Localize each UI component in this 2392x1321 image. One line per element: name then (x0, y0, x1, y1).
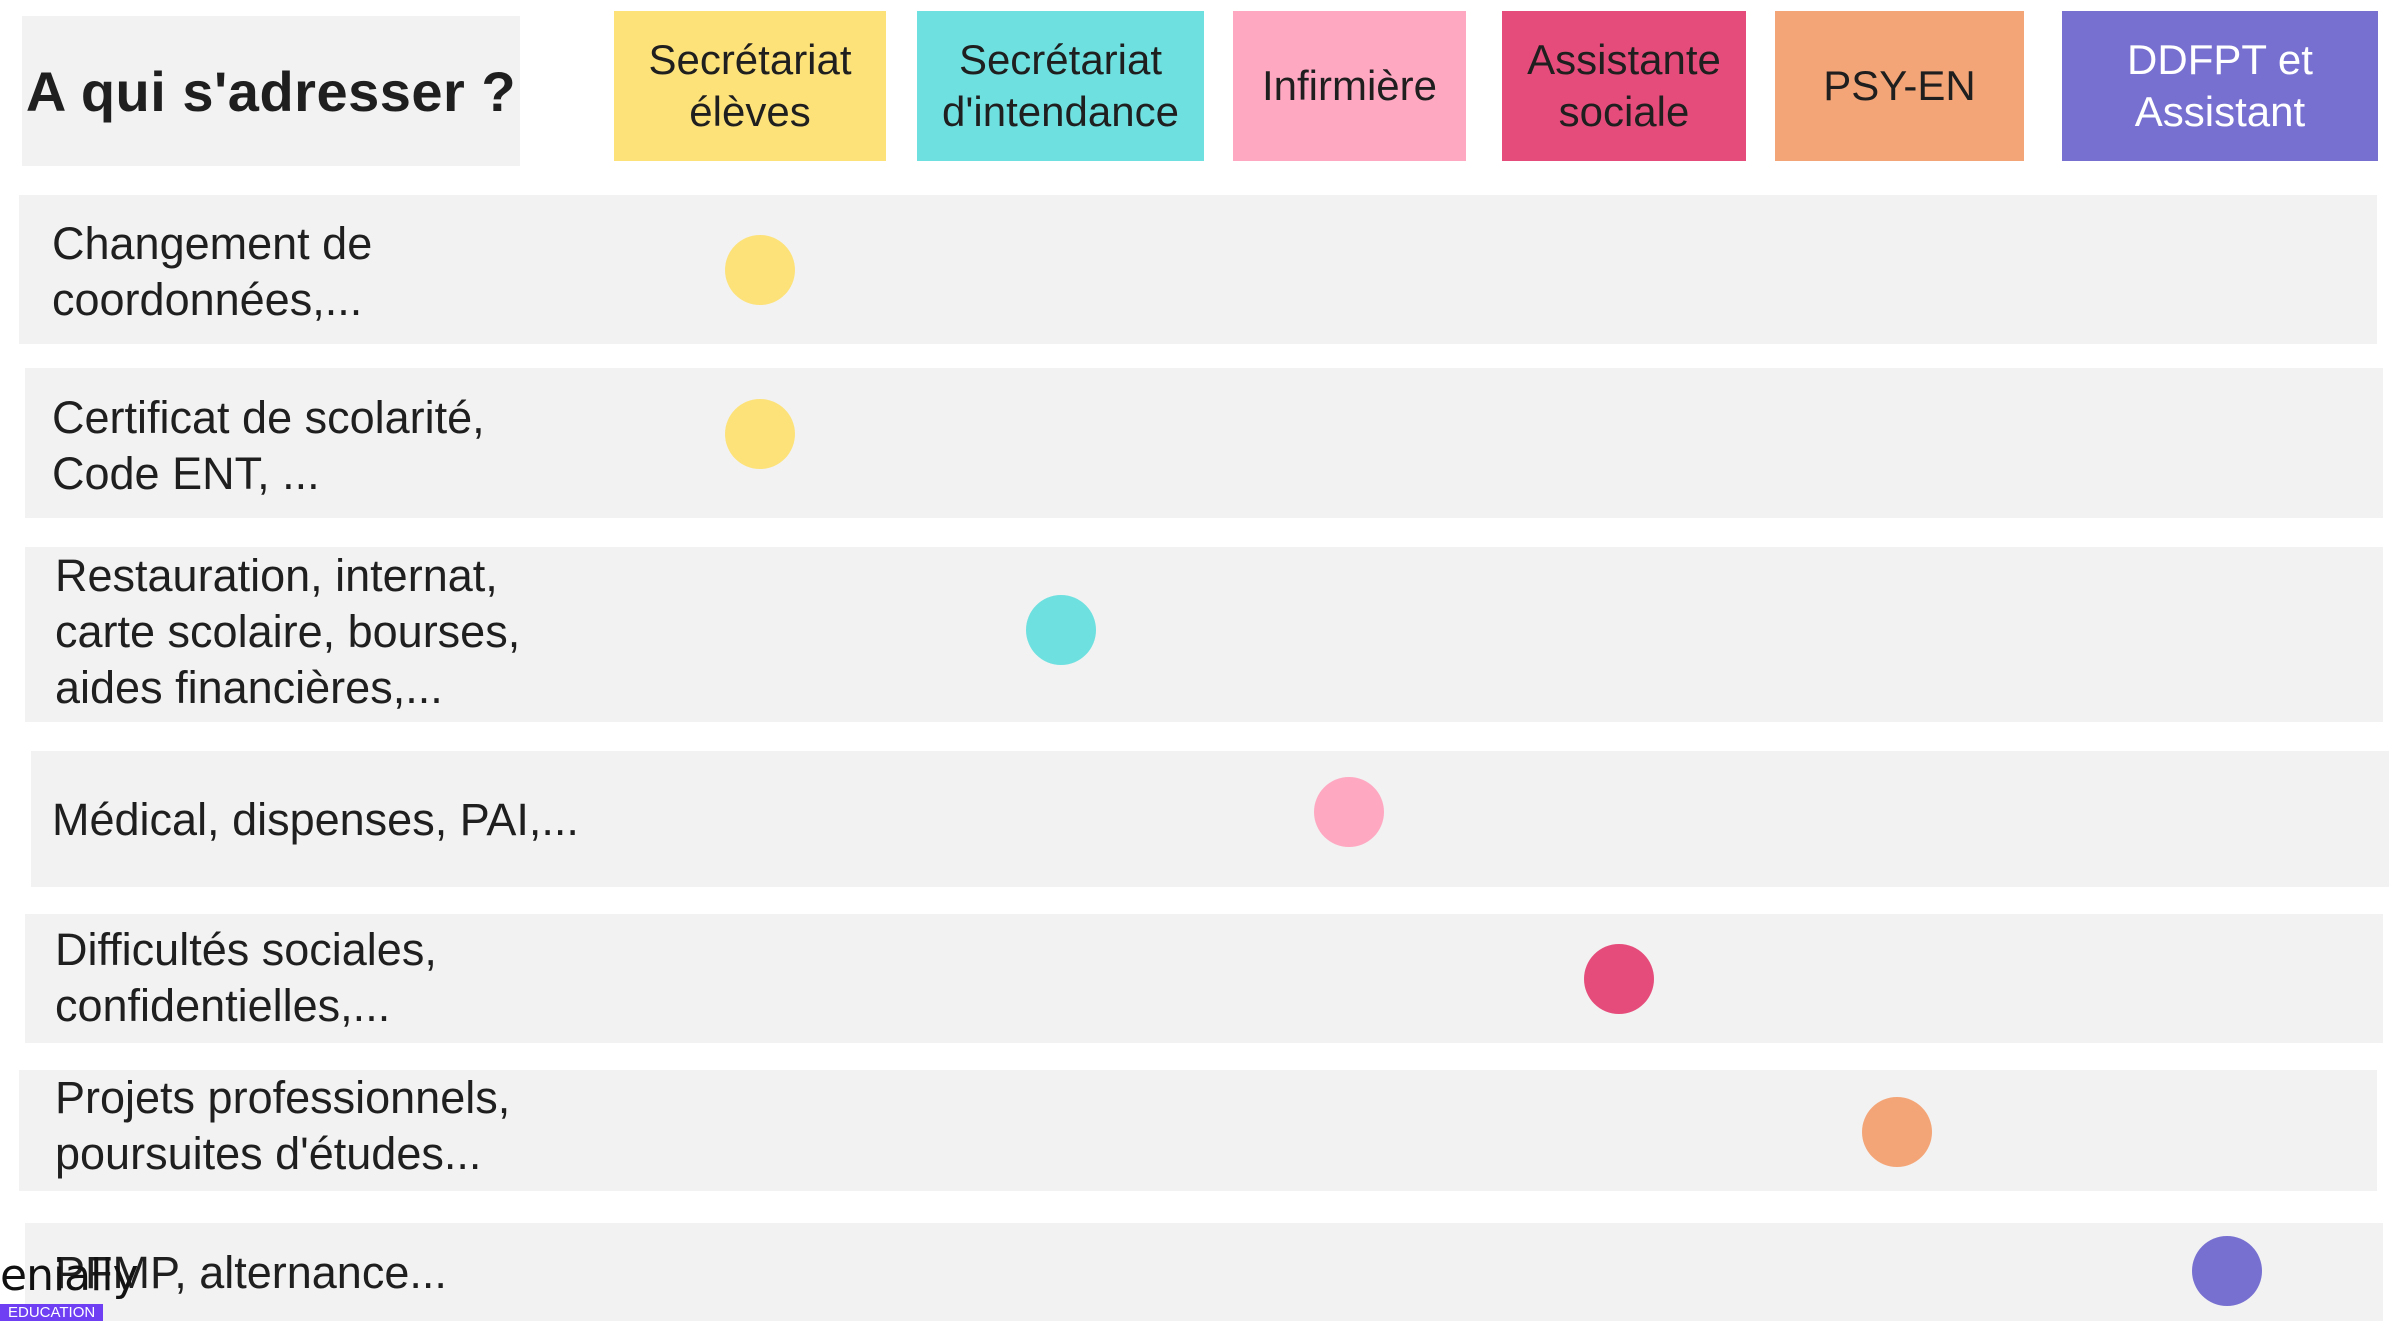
column-header-2[interactable]: Secrétariat d'intendance (917, 11, 1204, 161)
column-header-4[interactable]: Assistante sociale (1502, 11, 1746, 161)
column-header-6[interactable]: DDFPT et Assistant (2062, 11, 2378, 161)
marker-dot[interactable] (1314, 777, 1384, 847)
marker-dot[interactable] (1862, 1097, 1932, 1167)
row-label: Difficultés sociales, confidentielles,..… (55, 924, 437, 1031)
marker-dot[interactable] (725, 235, 795, 305)
row-label: Projets professionnels, poursuites d'étu… (55, 1072, 511, 1179)
table-row (31, 751, 2389, 887)
page-title: A qui s'adresser ? (25, 59, 517, 123)
marker-dot[interactable] (725, 399, 795, 469)
marker-dot[interactable] (1584, 944, 1654, 1014)
marker-dot[interactable] (1026, 595, 1096, 665)
row-label: Certificat de scolarité, Code ENT, ... (52, 392, 485, 499)
table-row (19, 195, 2377, 344)
row-label: Restauration, internat, carte scolaire, … (55, 550, 521, 713)
table-row (25, 368, 2383, 518)
table-row (19, 1070, 2377, 1191)
marker-dot[interactable] (2192, 1236, 2262, 1306)
column-header-5[interactable]: PSY-EN (1775, 11, 2024, 161)
table-row (25, 547, 2383, 722)
column-header-1[interactable]: Secrétariat élèves (614, 11, 886, 161)
brand-name: enially (0, 1250, 139, 1301)
table-row (25, 914, 2383, 1043)
row-label: Médical, dispenses, PAI,... (52, 794, 579, 845)
row-label: PFMP, alternance... (55, 1247, 447, 1298)
table-row (25, 1223, 2383, 1321)
title-box: A qui s'adresser ? (22, 16, 520, 166)
column-header-3[interactable]: Infirmière (1233, 11, 1466, 161)
brand-tag: EDUCATION (0, 1304, 104, 1321)
row-label: Changement de coordonnées,... (52, 218, 373, 325)
brand-logo[interactable]: enially EDUCATION (0, 1250, 139, 1321)
